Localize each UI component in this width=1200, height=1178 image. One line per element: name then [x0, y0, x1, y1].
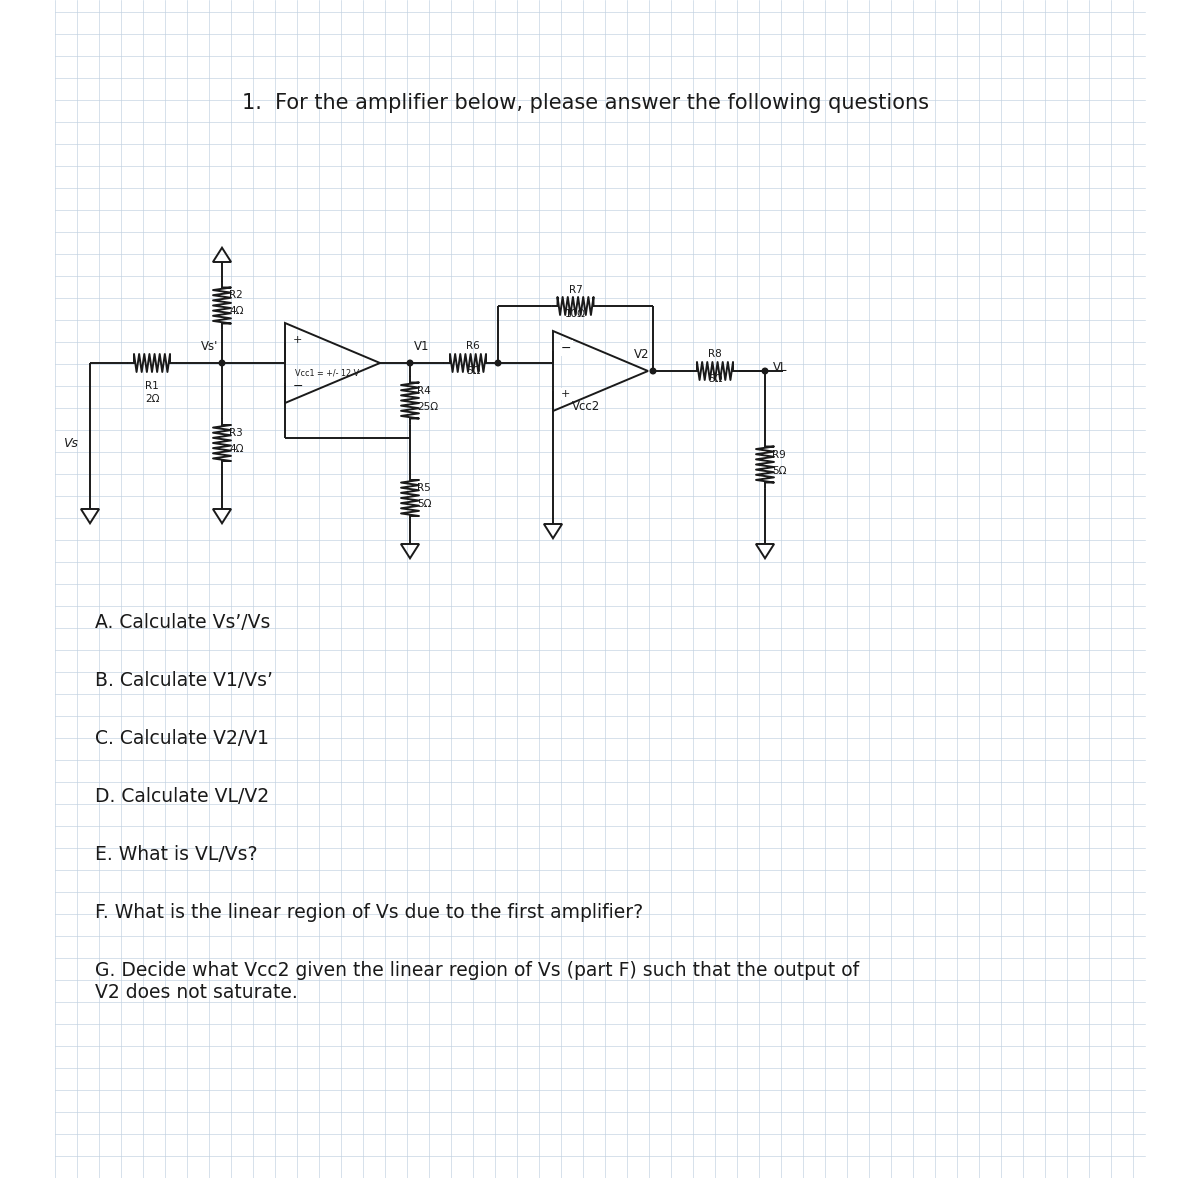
Text: G. Decide what Vcc2 given the linear region of Vs (part F) such that the output : G. Decide what Vcc2 given the linear reg…: [95, 961, 859, 1002]
Text: V2: V2: [634, 348, 649, 360]
Text: R9: R9: [772, 450, 786, 459]
Text: 5Ω: 5Ω: [772, 465, 786, 476]
Text: R5: R5: [418, 483, 431, 494]
Text: R4: R4: [418, 385, 431, 396]
Text: 2Ω: 2Ω: [145, 393, 160, 404]
Text: R2: R2: [229, 291, 242, 300]
Text: 5Ω: 5Ω: [466, 366, 480, 376]
Text: D. Calculate VL/V2: D. Calculate VL/V2: [95, 787, 269, 806]
Text: −: −: [562, 342, 571, 355]
Text: F. What is the linear region of Vs due to the first amplifier?: F. What is the linear region of Vs due t…: [95, 904, 643, 922]
Text: 4Ω: 4Ω: [229, 306, 244, 317]
Text: R6: R6: [466, 340, 480, 351]
Text: C. Calculate V2/V1: C. Calculate V2/V1: [95, 729, 269, 748]
Text: VL: VL: [773, 360, 787, 373]
Text: A. Calculate Vs’/Vs: A. Calculate Vs’/Vs: [95, 613, 270, 633]
Text: Vcc2: Vcc2: [572, 399, 600, 412]
Text: R7: R7: [569, 285, 582, 294]
Text: −: −: [293, 379, 304, 392]
Circle shape: [407, 360, 413, 366]
Text: 10Ω: 10Ω: [565, 309, 586, 319]
Text: R3: R3: [229, 428, 242, 438]
Text: +: +: [293, 335, 302, 345]
Text: +: +: [562, 389, 570, 399]
Text: 25Ω: 25Ω: [418, 402, 438, 411]
Text: Vs: Vs: [64, 437, 78, 450]
Text: Vs': Vs': [200, 340, 218, 353]
Text: +: +: [562, 343, 570, 353]
Text: R1: R1: [145, 380, 158, 391]
Text: V1: V1: [414, 340, 430, 353]
Text: 5Ω: 5Ω: [418, 499, 432, 509]
Circle shape: [762, 369, 768, 373]
Circle shape: [220, 360, 224, 366]
Text: 1.  For the amplifier below, please answer the following questions: 1. For the amplifier below, please answe…: [241, 93, 929, 113]
Circle shape: [496, 360, 500, 366]
Text: −: −: [562, 388, 571, 401]
Text: Vcc1 = +/- 12 V: Vcc1 = +/- 12 V: [295, 369, 360, 377]
Text: R8: R8: [708, 349, 722, 359]
Circle shape: [650, 369, 655, 373]
Text: 4Ω: 4Ω: [229, 444, 244, 454]
Text: E. What is VL/Vs?: E. What is VL/Vs?: [95, 845, 258, 863]
Text: B. Calculate V1/Vs’: B. Calculate V1/Vs’: [95, 671, 272, 690]
Text: 5Ω: 5Ω: [708, 373, 722, 384]
